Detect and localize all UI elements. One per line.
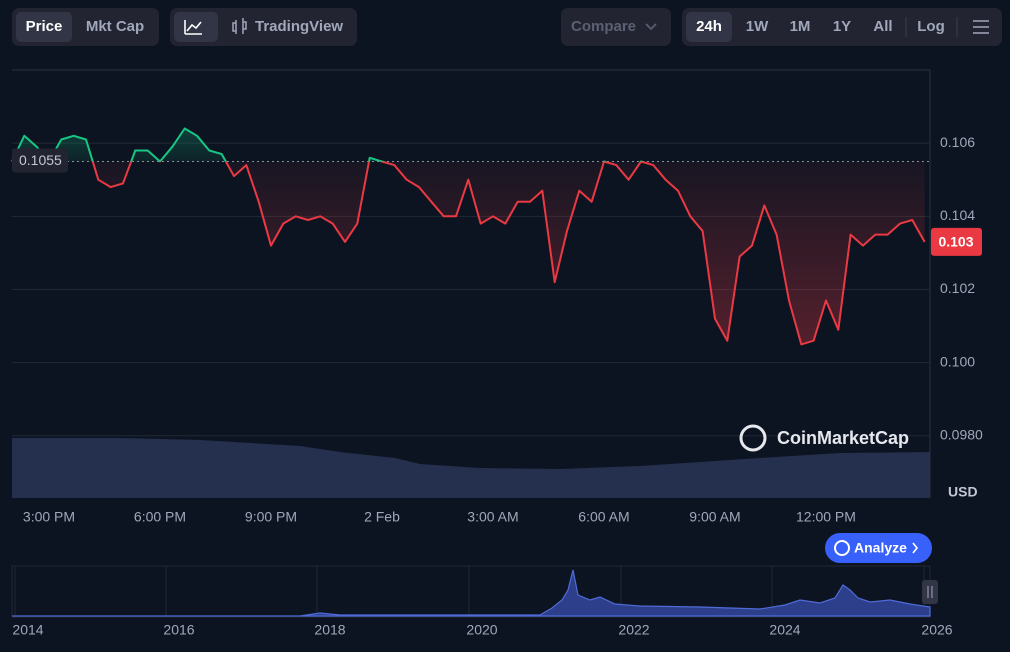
analyze-label: Analyze xyxy=(854,540,907,556)
handle-grip xyxy=(927,586,933,598)
navigator-handle[interactable] xyxy=(922,580,938,604)
log-button[interactable]: Log xyxy=(917,18,945,35)
baseline-label: 0.1055 xyxy=(19,152,62,168)
x-tick-label: 3:00 PM xyxy=(23,509,75,525)
range-active xyxy=(686,12,732,42)
range-button[interactable]: 1W xyxy=(746,18,769,35)
range-toggle xyxy=(682,8,1002,46)
y-tick-label: 0.0980 xyxy=(940,427,983,443)
y-tick-label: 0.104 xyxy=(940,207,975,223)
volume xyxy=(12,438,930,498)
watermark: CoinMarketCap xyxy=(777,428,909,448)
line-icon xyxy=(184,20,202,35)
range-button[interactable]: 1Y xyxy=(833,18,851,35)
navigator-label: 2018 xyxy=(314,622,345,638)
plot: 0.1055 0.103 3:00 PM 6:00 PM 9:00 PM 2 Feb 3:0… xyxy=(11,127,982,525)
navigator-label: 2022 xyxy=(618,622,649,638)
y-tick-label: 0.106 xyxy=(940,134,975,150)
analyze-button[interactable] xyxy=(825,533,932,563)
watermark-logo xyxy=(739,424,767,452)
analyze-icon xyxy=(834,540,850,556)
x-tick-label: 12:00 PM xyxy=(796,509,856,525)
area-fill xyxy=(12,128,925,345)
x-tick-label: 9:00 AM xyxy=(689,509,740,525)
mkt-cap-button[interactable]: Mkt Cap xyxy=(86,18,144,35)
price-label: Price xyxy=(26,18,63,35)
x-tick-label: 3:00 AM xyxy=(467,509,518,525)
ranges: 24h 1W 1M 1Y All xyxy=(696,18,893,35)
navigator-label: 2024 xyxy=(769,622,800,638)
current-price-box xyxy=(931,227,982,256)
candle-icon xyxy=(232,18,247,34)
y-tick-label: 0.102 xyxy=(940,280,975,296)
compare-button[interactable] xyxy=(561,8,671,46)
baseline-label-box xyxy=(12,148,68,173)
range-button[interactable]: 24h xyxy=(696,18,722,35)
price-button[interactable] xyxy=(16,12,72,42)
settings-icon[interactable] xyxy=(973,20,989,34)
range-button[interactable]: 1M xyxy=(790,18,811,35)
price-line xyxy=(11,127,926,346)
navigator-label: 2026 xyxy=(921,622,952,638)
x-tick-label: 9:00 PM xyxy=(245,509,297,525)
y-unit: USD xyxy=(948,484,978,500)
compare-label: Compare xyxy=(571,18,636,35)
navigator-label: 2016 xyxy=(163,622,194,638)
navigator-label: 2020 xyxy=(466,622,497,638)
navigator-line xyxy=(12,569,931,617)
chevron xyxy=(645,23,657,31)
x-tick-label: 2 Feb xyxy=(364,509,400,525)
y-tick-label: 0.100 xyxy=(940,353,975,369)
chevron xyxy=(912,542,919,554)
navigator: 2014 2016 2018 2020 2022 2024 2026 xyxy=(12,566,953,638)
range-button[interactable]: All xyxy=(873,18,892,35)
navigator-label: 2014 xyxy=(12,622,43,638)
tradingview-button[interactable]: TradingView xyxy=(255,18,343,35)
x-tick-label: 6:00 PM xyxy=(134,509,186,525)
current-price-label: 0.103 xyxy=(938,234,973,250)
x-tick-label: 6:00 AM xyxy=(578,509,629,525)
